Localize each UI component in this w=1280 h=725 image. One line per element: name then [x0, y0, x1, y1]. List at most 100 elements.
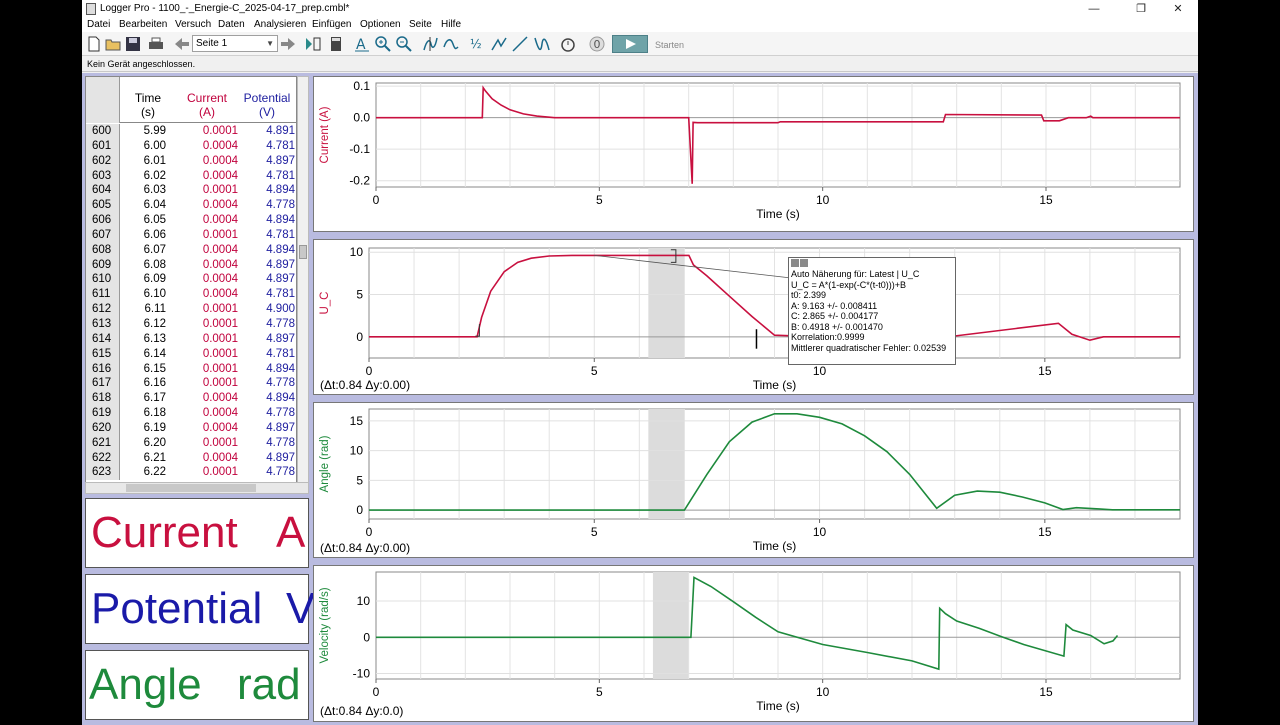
current-cell[interactable]: 0.0004	[202, 214, 238, 227]
close-button[interactable]: ✕	[1173, 3, 1183, 15]
graph-uc[interactable]: (Δt:0.84 Δy:0.00) 10 5 0 0 5 10 15 Time (s) U_C	[313, 239, 1194, 395]
table-row[interactable]: 604 6.03 0.0001 4.894	[86, 183, 296, 199]
current-cell[interactable]: 0.0001	[202, 436, 238, 449]
time-cell[interactable]: 6.12	[143, 317, 166, 330]
time-cell[interactable]: 6.11	[144, 303, 166, 316]
table-row[interactable]: 603 6.02 0.0004 4.781	[86, 168, 296, 184]
table-row[interactable]: 618 6.17 0.0004 4.894	[86, 391, 296, 407]
print-icon[interactable]	[147, 35, 165, 53]
linear-fit-icon[interactable]	[511, 35, 529, 53]
integral-icon[interactable]: ½	[469, 35, 487, 53]
time-cell[interactable]: 5.99	[143, 125, 166, 137]
table-row[interactable]: 616 6.15 0.0001 4.894	[86, 361, 296, 377]
current-cell[interactable]: 0.0004	[202, 407, 238, 420]
scroll-thumb[interactable]	[299, 245, 307, 259]
graph-current[interactable]: 0.1 0.0 -0.1 -0.2 0 5 10 15 Time (s) Current (A)	[313, 76, 1194, 232]
potential-cell[interactable]: 4.778	[266, 407, 295, 420]
new-file-icon[interactable]	[85, 35, 103, 53]
time-cell[interactable]: 6.13	[143, 332, 166, 345]
table-row[interactable]: 617 6.16 0.0001 4.778	[86, 376, 296, 392]
data-table[interactable]: Time (s) Current (A) Potential (V) 600 5.99 0…	[85, 76, 297, 487]
menu-optionen[interactable]: Optionen	[360, 19, 401, 30]
current-cell[interactable]: 0.0001	[202, 125, 238, 137]
zoom-out-icon[interactable]	[395, 35, 413, 53]
col-potential[interactable]: Potential (V)	[243, 91, 291, 119]
menu-hilfe[interactable]: Hilfe	[441, 19, 462, 30]
open-folder-icon[interactable]	[104, 35, 122, 53]
time-cell[interactable]: 6.16	[143, 377, 166, 390]
menu-einfuegen[interactable]: Einfügen	[312, 19, 352, 30]
current-cell[interactable]: 0.0004	[202, 258, 238, 271]
table-row[interactable]: 622 6.21 0.0004 4.897	[86, 450, 296, 466]
time-cell[interactable]: 6.21	[143, 451, 166, 464]
current-cell[interactable]: 0.0004	[202, 154, 238, 167]
statistics-icon[interactable]	[490, 35, 508, 53]
autoscale-icon[interactable]: A	[353, 35, 371, 53]
current-cell[interactable]: 0.0001	[202, 228, 238, 241]
current-cell[interactable]: 0.0004	[202, 243, 238, 256]
menu-bearbeiten[interactable]: Bearbeiten	[119, 19, 168, 30]
fit-box-icons[interactable]	[791, 259, 809, 267]
time-cell[interactable]: 6.14	[143, 347, 166, 360]
menu-seite[interactable]: Seite	[409, 19, 432, 30]
current-cell[interactable]: 0.0004	[202, 288, 238, 301]
table-row[interactable]: 614 6.13 0.0001 4.897	[86, 331, 296, 347]
time-cell[interactable]: 6.04	[143, 199, 166, 212]
table-row[interactable]: 602 6.01 0.0004 4.897	[86, 153, 296, 169]
table-row[interactable]: 621 6.20 0.0001 4.778	[86, 435, 296, 451]
potential-cell[interactable]: 4.781	[266, 347, 295, 360]
current-cell[interactable]: 0.0004	[202, 392, 238, 405]
potential-cell[interactable]: 4.894	[266, 362, 295, 375]
examine-icon[interactable]	[421, 35, 439, 53]
time-cell[interactable]: 6.01	[143, 154, 166, 167]
graph-angle[interactable]: (Δt:0.84 Δy:0.00) 15 10 5 0 0 5 10 15 Time (s) An…	[313, 402, 1194, 558]
scroll-thumb[interactable]	[126, 484, 256, 492]
minimize-button[interactable]: —	[1088, 3, 1100, 15]
potential-cell[interactable]: 4.781	[266, 228, 295, 241]
menu-datei[interactable]: Datei	[87, 19, 111, 30]
time-cell[interactable]: 6.15	[143, 362, 166, 375]
potential-cell[interactable]: 4.900	[266, 303, 295, 316]
back-arrow-icon[interactable]	[173, 35, 191, 53]
calculator-icon[interactable]	[327, 35, 345, 53]
data-browser-icon[interactable]	[304, 35, 322, 53]
potential-cell[interactable]: 4.894	[266, 243, 295, 256]
time-cell[interactable]: 6.17	[143, 392, 166, 405]
table-horizontal-scrollbar[interactable]	[85, 482, 309, 494]
potential-cell[interactable]: 4.894	[266, 392, 295, 405]
table-row[interactable]: 611 6.10 0.0004 4.781	[86, 287, 296, 303]
stopwatch-icon[interactable]	[559, 35, 577, 53]
start-icon[interactable]	[612, 35, 648, 53]
table-row[interactable]: 612 6.11 0.0001 4.900	[86, 302, 296, 317]
time-cell[interactable]: 6.08	[143, 258, 166, 271]
potential-cell[interactable]: 4.781	[266, 288, 295, 301]
time-cell[interactable]: 6.20	[143, 436, 166, 449]
meter-angle[interactable]: Angle rad	[85, 650, 309, 720]
zero-icon[interactable]: 0	[588, 35, 606, 53]
current-cell[interactable]: 0.0001	[202, 303, 238, 316]
potential-cell[interactable]: 4.778	[266, 199, 295, 212]
time-cell[interactable]: 6.05	[143, 214, 166, 227]
current-cell[interactable]: 0.0004	[202, 421, 238, 434]
meter-current[interactable]: Current A	[85, 498, 309, 568]
time-cell[interactable]: 6.10	[143, 288, 166, 301]
time-cell[interactable]: 6.19	[143, 421, 166, 434]
table-row[interactable]: 605 6.04 0.0004 4.778	[86, 198, 296, 214]
menu-analysieren[interactable]: Analysieren	[254, 19, 307, 30]
time-cell[interactable]: 6.22	[143, 466, 166, 479]
current-cell[interactable]: 0.0001	[202, 377, 238, 390]
potential-cell[interactable]: 4.894	[266, 214, 295, 227]
current-cell[interactable]: 0.0001	[202, 362, 238, 375]
table-row[interactable]: 608 6.07 0.0004 4.894	[86, 242, 296, 258]
meter-potential[interactable]: Potential V	[85, 574, 315, 644]
col-current[interactable]: Current (A)	[186, 91, 227, 119]
current-cell[interactable]: 0.0001	[202, 184, 238, 197]
potential-cell[interactable]: 4.781	[266, 139, 295, 152]
current-cell[interactable]: 0.0001	[202, 347, 238, 360]
tangent-icon[interactable]	[442, 35, 460, 53]
time-cell[interactable]: 6.06	[143, 228, 166, 241]
current-cell[interactable]: 0.0004	[202, 139, 238, 152]
col-time[interactable]: Time (s)	[134, 91, 162, 119]
current-cell[interactable]: 0.0001	[202, 332, 238, 345]
table-row[interactable]: 600 5.99 0.0001 4.891	[86, 124, 296, 139]
